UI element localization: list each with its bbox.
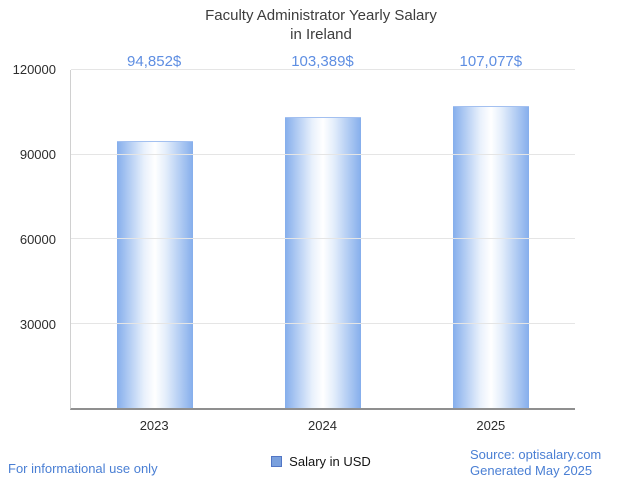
y-tick-label: 120000 <box>12 62 56 77</box>
y-axis-labels: 30000 60000 90000 120000 <box>0 62 62 410</box>
source-link[interactable]: Source: optisalary.com <box>470 447 602 462</box>
legend-swatch-icon <box>271 456 283 467</box>
disclaimer-text: For informational use only <box>8 461 158 476</box>
gridline <box>71 69 575 70</box>
chart-title-line2: in Ireland <box>290 25 352 43</box>
value-labels-row: 94,852$ 103,389$ 107,077$ <box>70 53 575 70</box>
generated-date: Generated May 2025 <box>470 463 593 479</box>
chart-title-line1: Faculty Administrator Yearly Salary <box>205 7 437 24</box>
bar-value-label: 94,852$ <box>127 53 182 70</box>
bar-slot <box>239 70 407 408</box>
bar-value-label: 107,077$ <box>459 53 523 70</box>
gridline <box>71 153 575 155</box>
y-tick-label: 90000 <box>19 147 56 162</box>
bars-row <box>71 70 575 408</box>
legend: Salary in USD <box>0 454 642 469</box>
y-tick-label: 60000 <box>19 232 56 247</box>
bar-2025[interactable] <box>453 106 529 408</box>
plot-area <box>70 69 575 410</box>
bar-value-label: 103,389$ <box>291 53 354 70</box>
x-tick-label: 2023 <box>139 418 169 433</box>
legend-label: Salary in USD <box>289 454 371 469</box>
bar-2024[interactable] <box>285 116 361 408</box>
x-tick-label: 2025 <box>476 418 506 433</box>
x-axis-labels: 2023 2024 2025 <box>70 418 575 433</box>
bar-slot <box>71 70 239 408</box>
bar-slot <box>407 70 575 408</box>
gridline <box>71 238 575 239</box>
x-tick-label: 2024 <box>308 418 337 433</box>
bar-2023[interactable] <box>117 140 193 408</box>
gridline <box>71 322 575 324</box>
page-title: Faculty Administrator Yearly Salary in I… <box>0 7 642 45</box>
source-block: Source: optisalary.com Generated May 202… <box>470 447 601 480</box>
y-tick-label: 30000 <box>19 317 56 332</box>
